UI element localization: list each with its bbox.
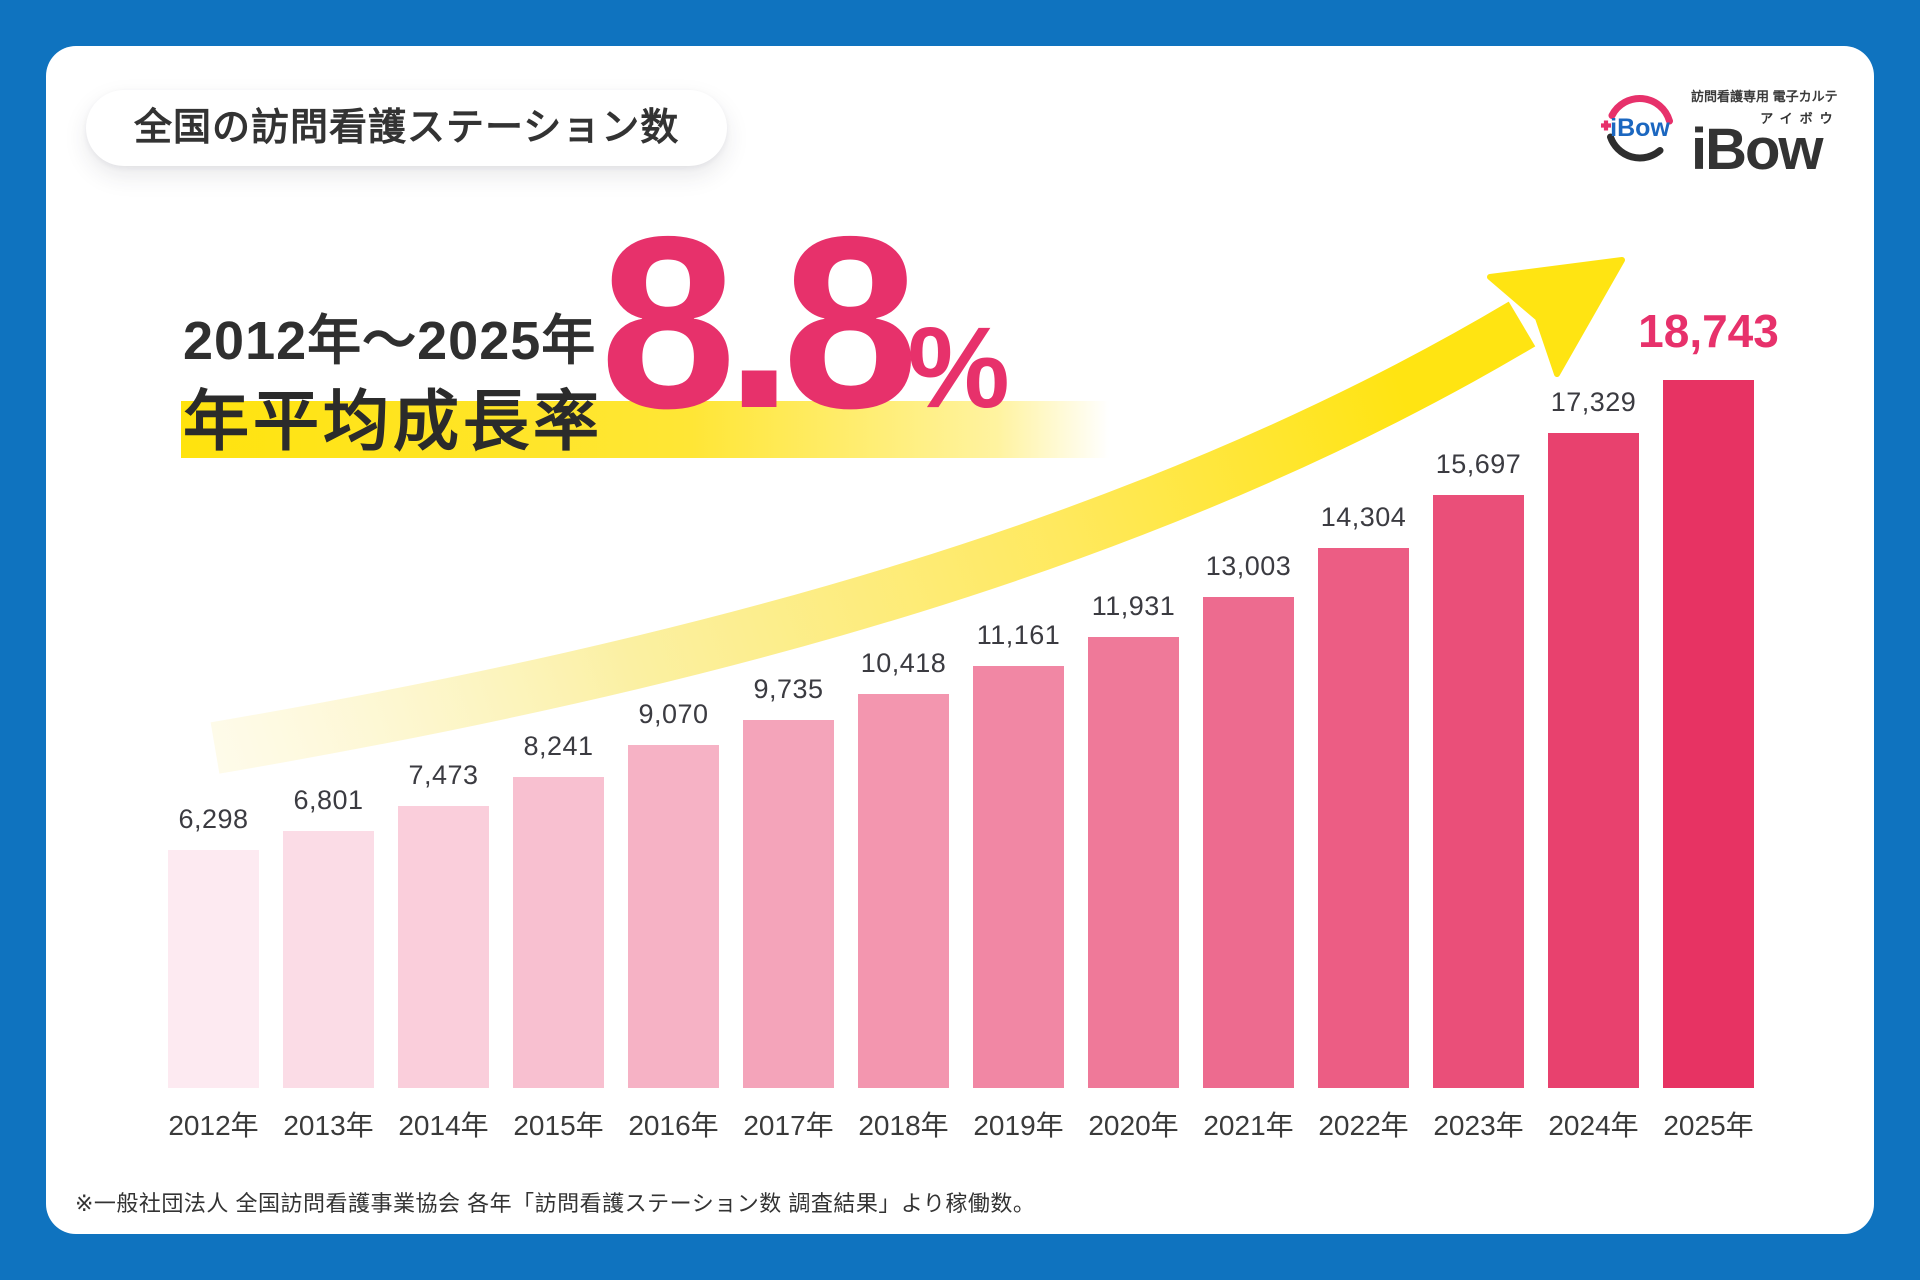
logo-brand-wrap: アイボウ iBow [1691,111,1838,182]
bar-value-label: 9,070 [638,699,709,729]
ibow-logo: iBow 訪問看護専用 電子カルテ アイボウ iBow [1600,86,1838,179]
bar-column: 13,003 2021年 [1203,280,1294,1141]
bar-value-label: 14,304 [1320,502,1407,532]
bar-year-label: 2016年 [628,1110,719,1141]
headline-label: 年平均成長率 [183,384,603,458]
bar-year-label: 2017年 [743,1110,834,1141]
bar-value-label: 6,298 [178,804,249,834]
emblem-plus-icon [1601,120,1611,131]
bar-column: 6,801 2013年 [283,280,374,1141]
logo-tagline: 訪問看護専用 電子カルテ [1691,89,1838,104]
logo-text-block: 訪問看護専用 電子カルテ アイボウ iBow [1691,86,1838,179]
bar [283,831,374,1088]
bar-column: 17,329 2024年 [1548,280,1639,1141]
bar [743,720,834,1088]
bar [1203,597,1294,1088]
page-title: 全国の訪問看護ステーション数 [86,90,728,166]
bar-value-label: 11,161 [976,620,1061,650]
bar-year-label: 2025年 [1663,1110,1754,1141]
bar-year-label: 2012年 [168,1110,259,1141]
bar [973,666,1064,1088]
bar-value-label: 8,241 [523,731,594,761]
bar-value-label: 13,003 [1205,551,1292,581]
bar [628,745,719,1088]
bar-value-label: 10,418 [860,648,947,678]
bar-year-label: 2022年 [1318,1110,1409,1141]
bar [513,777,604,1088]
bar-value-label: 6,801 [293,785,364,815]
bar-column: 18,743 2025年 [1638,280,1779,1141]
bar-value-label: 11,931 [1091,591,1176,621]
bar-column: 7,473 2014年 [398,280,489,1141]
source-footnote: ※一般社団法人 全国訪問看護事業協会 各年「訪問看護ステーション数 調査結果」よ… [75,1191,1036,1216]
emblem-brand-text: iBow [1610,114,1670,142]
emblem-dark-arc [1607,133,1664,162]
bar-year-label: 2019年 [973,1110,1064,1141]
bar [858,694,949,1088]
bar-value-label: 15,697 [1435,449,1522,479]
headline-rate: 8.8% [600,200,1010,445]
ibow-emblem-icon: iBow [1601,94,1673,162]
bar-year-label: 2023年 [1433,1110,1524,1141]
bar-column: 11,931 2020年 [1088,280,1179,1141]
bar-year-label: 2013年 [283,1110,374,1141]
bar-year-label: 2024年 [1548,1110,1639,1141]
bar [168,850,259,1088]
bar-column: 15,697 2023年 [1433,280,1524,1141]
headline-period: 2012年〜2025年 [183,311,597,371]
bar [1433,495,1524,1088]
bar-value-label: 9,735 [753,674,824,704]
logo-brand: iBow [1691,117,1824,182]
bar-column: 14,304 2022年 [1318,280,1409,1141]
emblem-pink-arc [1608,94,1673,125]
bar [398,806,489,1088]
logo-ruby: アイボウ [1760,111,1840,126]
bar [1318,548,1409,1088]
bar [1088,637,1179,1088]
rate-unit: % [907,304,1010,432]
bar-value-label: 17,329 [1550,387,1637,417]
rate-value: 8.8 [600,185,919,459]
bar-year-label: 2021年 [1203,1110,1294,1141]
bar-column: 8,241 2015年 [513,280,604,1141]
bar-year-label: 2020年 [1088,1110,1179,1141]
bar-value-label: 7,473 [408,760,479,790]
bar [1548,433,1639,1088]
bar-year-label: 2014年 [398,1110,489,1141]
bar-year-label: 2015年 [513,1110,604,1141]
bar-year-label: 2018年 [858,1110,949,1141]
bar-column: 6,298 2012年 [168,280,259,1141]
bar [1663,380,1754,1088]
bar-value-label: 18,743 [1638,305,1779,357]
